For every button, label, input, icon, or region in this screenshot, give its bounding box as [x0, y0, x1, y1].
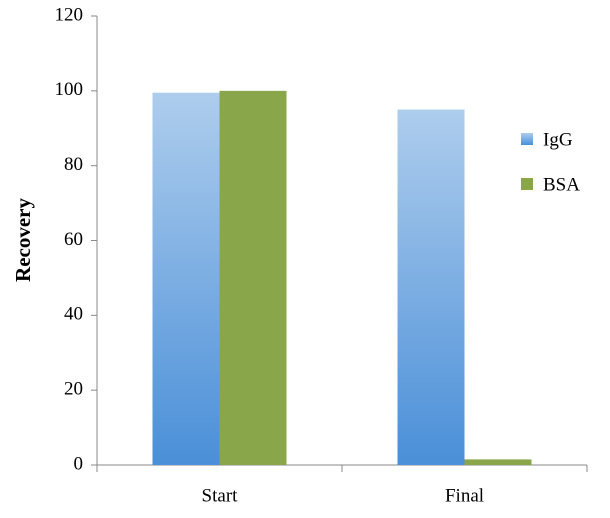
y-tick-label: 80 — [64, 154, 83, 175]
legend-label: IgG — [543, 129, 573, 150]
y-axis-label: Recovery — [11, 198, 35, 282]
bar — [464, 459, 532, 465]
y-tick-label: 100 — [55, 79, 84, 100]
bar — [152, 92, 220, 466]
legend-swatch — [521, 178, 533, 190]
y-tick-label: 60 — [64, 229, 83, 250]
bar — [219, 90, 287, 465]
legend-label: BSA — [543, 174, 580, 195]
y-tick-label: 120 — [55, 4, 84, 25]
y-tick-label: 0 — [74, 453, 84, 474]
x-tick-label: Final — [445, 485, 484, 506]
bar — [397, 109, 465, 466]
y-tick-label: 40 — [64, 304, 83, 325]
y-tick-label: 20 — [64, 379, 83, 400]
x-tick-label: Start — [202, 485, 239, 506]
legend-swatch — [521, 133, 533, 145]
